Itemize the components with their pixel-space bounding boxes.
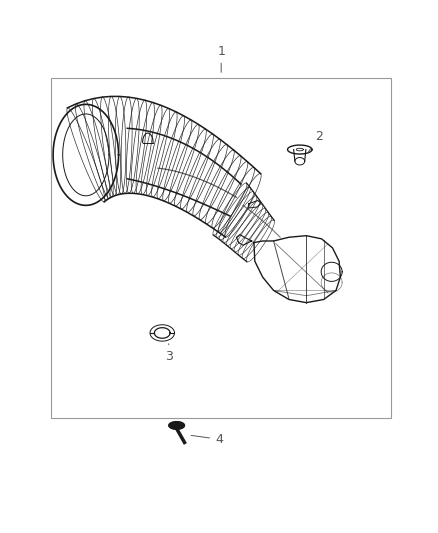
- Text: 2: 2: [308, 130, 323, 152]
- Text: 4: 4: [191, 433, 223, 446]
- Text: 1: 1: [217, 45, 225, 72]
- Text: 3: 3: [165, 344, 173, 364]
- Polygon shape: [169, 422, 184, 429]
- Bar: [51, 78, 392, 418]
